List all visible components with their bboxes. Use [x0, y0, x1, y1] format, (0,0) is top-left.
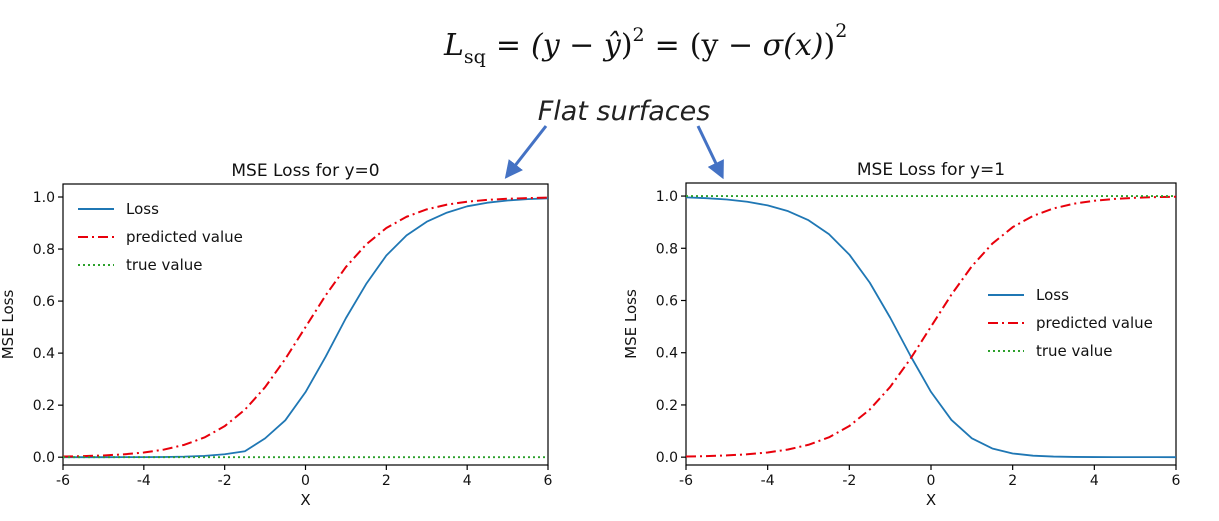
equation-lhs-base: L: [443, 28, 464, 63]
legend: Loss predicted value true value: [988, 286, 1153, 360]
y-tick-label: 0.4: [33, 346, 55, 362]
legend-label: true value: [126, 256, 203, 274]
x-tick-label: -6: [56, 473, 70, 489]
x-axis-label: X: [300, 491, 310, 509]
x-tick-label: -4: [137, 473, 151, 489]
x-tick-label: 6: [1172, 473, 1181, 489]
y-tick-label: 1.0: [33, 190, 55, 206]
series-line-predicted-value: [685, 195, 1177, 458]
legend: Loss predicted value true value: [78, 200, 243, 274]
loss-equation: Lsq = (y − ŷ)2 = (y − σ(x))2: [443, 20, 847, 68]
y-tick-label: 0.6: [33, 294, 55, 310]
chart-title: MSE Loss for y=0: [231, 161, 379, 181]
y-tick-label: 0.8: [656, 241, 678, 257]
series-line-predicted-value: [62, 196, 549, 458]
y-tick-label: 0.4: [656, 346, 678, 362]
chart-title: MSE Loss for y=1: [857, 160, 1005, 180]
equation-lhs-sub: sq: [464, 46, 486, 68]
x-tick-label: 4: [463, 473, 472, 489]
legend-label: predicted value: [126, 228, 243, 246]
equation-rhs-y: y: [700, 28, 718, 63]
x-tick-label: -2: [842, 473, 856, 489]
equation-mid-close: ): [621, 28, 633, 63]
y-tick-label: 0.0: [656, 450, 678, 466]
y-tick-label: 0.0: [33, 450, 55, 466]
equation-rhs-arg: (x): [783, 28, 823, 63]
x-tick-label: 6: [544, 473, 553, 489]
x-axis-label: X: [926, 491, 936, 509]
y-tick-label: 0.2: [33, 398, 55, 414]
equation-mid-open: (y −: [531, 28, 604, 63]
equation-rhs-open: (: [690, 28, 702, 63]
flat-surfaces-annotation: Flat surfaces: [538, 96, 711, 127]
equation-rhs-exp: 2: [835, 20, 847, 42]
x-tick-label: 0: [927, 473, 936, 489]
x-tick-label: 2: [382, 473, 391, 489]
equation-equals-2: =: [655, 28, 680, 63]
legend-label: Loss: [1036, 286, 1069, 304]
equation-rhs-minus: −: [718, 28, 762, 63]
equation-text: Lsq = (y − ŷ)2 = (y − σ(x))2: [443, 20, 847, 68]
y-tick-label: 0.8: [33, 242, 55, 258]
x-tick-label: -4: [761, 473, 775, 489]
equation-equals-1: =: [496, 28, 521, 63]
annotation-arrow-right: [696, 125, 724, 180]
y-tick-label: 0.6: [656, 294, 678, 310]
x-tick-label: -2: [218, 473, 232, 489]
x-tick-label: 2: [1008, 473, 1017, 489]
legend-label: predicted value: [1036, 314, 1153, 332]
chart-mse-loss-y1: MSE Loss for y=1 -6 -4 -2 0 2 4 6 0.0 0.2 0.4 0.6 0.…: [622, 160, 1181, 509]
x-tick-label: 4: [1090, 473, 1099, 489]
x-tick-label: 0: [301, 473, 310, 489]
x-tick-label: -6: [679, 473, 693, 489]
series-line-loss: [685, 196, 1177, 459]
y-axis-label: MSE Loss: [622, 289, 640, 359]
equation-rhs-sigma: σ: [763, 28, 785, 63]
y-tick-label: 0.2: [656, 398, 678, 414]
chart-mse-loss-y0: MSE Loss for y=0 -6 -4 -2 0 2 4 6 0.0 0.2 0.4 0.6 0.…: [0, 161, 553, 509]
y-tick-label: 1.0: [656, 189, 678, 205]
equation-rhs-close: ): [823, 28, 835, 63]
y-axis-label: MSE Loss: [0, 290, 17, 360]
equation-yhat: ŷ: [602, 28, 622, 63]
plot-frame: [62, 183, 549, 466]
legend-label: Loss: [126, 200, 159, 218]
annotation-arrow-left: [504, 125, 548, 179]
legend-label: true value: [1036, 342, 1113, 360]
equation-mid-exp: 2: [633, 24, 645, 46]
